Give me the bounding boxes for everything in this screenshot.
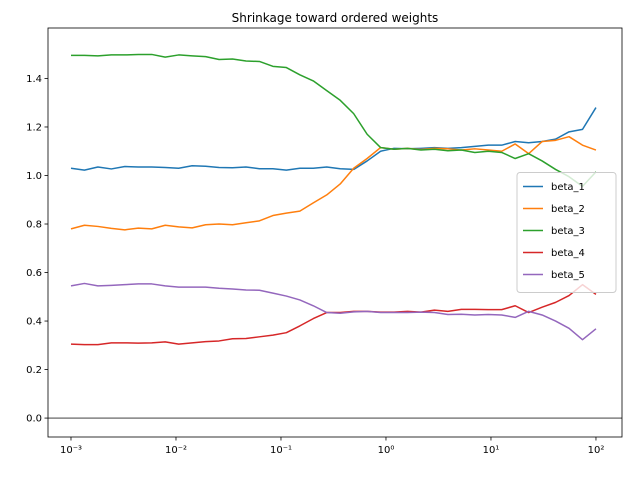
legend-box <box>516 172 617 293</box>
x-tick-label: 10¹ <box>483 445 500 456</box>
legend-label: beta_5 <box>551 270 585 281</box>
y-tick-label: 0.6 <box>26 268 42 279</box>
legend-label: beta_2 <box>551 204 585 215</box>
x-tick-label: 10⁻³ <box>60 445 82 456</box>
legend: beta_1 beta_2 beta_3 beta_4 beta_5 <box>516 172 617 293</box>
y-tick-label: 0.8 <box>26 220 42 231</box>
legend-label: beta_4 <box>551 248 585 259</box>
legend-label: beta_3 <box>551 226 585 237</box>
x-tick-label: 10² <box>588 445 605 456</box>
chart-title: Shrinkage toward ordered weights <box>232 11 439 25</box>
axes-frame <box>47 27 623 438</box>
x-tick-label: 10⁻² <box>165 445 187 456</box>
x-tick-label: 10⁻¹ <box>270 445 292 456</box>
data-line <box>70 282 597 341</box>
y-tick-label: 0.0 <box>26 414 42 425</box>
data-line <box>70 135 597 231</box>
y-tick-label: 1.2 <box>26 122 42 133</box>
y-tick-label: 0.2 <box>26 365 42 376</box>
x-tick-label: 10⁰ <box>378 445 395 456</box>
data-line <box>70 107 597 171</box>
y-tick-label: 0.4 <box>26 317 42 328</box>
y-tick-label: 1.0 <box>26 171 42 182</box>
data-line <box>70 53 597 188</box>
y-tick-label: 1.4 <box>26 74 42 85</box>
legend-label: beta_1 <box>551 182 585 193</box>
